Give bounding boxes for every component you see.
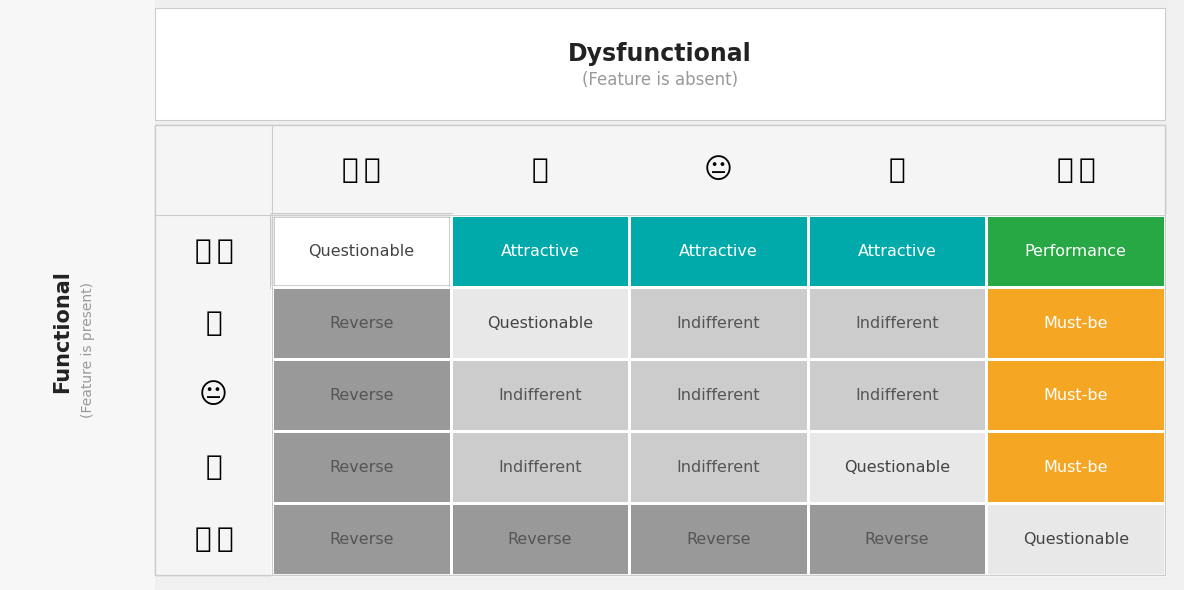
Bar (807, 359, 986, 431)
Text: 👎: 👎 (1056, 156, 1073, 184)
Text: Indifferent: Indifferent (498, 388, 581, 402)
Text: Must-be: Must-be (1043, 316, 1108, 330)
Text: 😐: 😐 (199, 381, 229, 409)
Text: 👍: 👍 (194, 237, 211, 265)
Bar (272, 287, 451, 359)
Bar (155, 8, 1165, 120)
Text: 👎: 👎 (194, 525, 211, 553)
Text: Reverse: Reverse (329, 388, 393, 402)
Bar (629, 359, 807, 431)
Bar (807, 287, 986, 359)
Text: Indifferent: Indifferent (855, 316, 939, 330)
Bar (272, 125, 1165, 215)
Text: Reverse: Reverse (864, 532, 929, 546)
Bar (807, 215, 986, 287)
Text: Indifferent: Indifferent (677, 388, 760, 402)
Text: 👎: 👎 (1079, 156, 1095, 184)
Bar (986, 287, 1165, 359)
Bar (451, 431, 629, 503)
Text: Indifferent: Indifferent (855, 388, 939, 402)
Text: 👍: 👍 (205, 309, 221, 337)
Text: Indifferent: Indifferent (677, 316, 760, 330)
Bar (451, 287, 629, 359)
Bar (155, 125, 1165, 575)
Bar (629, 215, 807, 287)
Text: Questionable: Questionable (308, 244, 414, 258)
Text: Questionable: Questionable (1023, 532, 1128, 546)
Bar (986, 431, 1165, 503)
Text: Indifferent: Indifferent (677, 460, 760, 474)
Text: Reverse: Reverse (687, 532, 751, 546)
Bar (986, 215, 1165, 287)
Text: Dysfunctional: Dysfunctional (568, 42, 752, 66)
Text: 😐: 😐 (704, 156, 733, 184)
Bar (629, 431, 807, 503)
Text: 👍: 👍 (363, 156, 380, 184)
Text: Reverse: Reverse (329, 316, 393, 330)
Bar (0, 0, 155, 590)
Bar (807, 503, 986, 575)
Text: Reverse: Reverse (329, 532, 393, 546)
Bar (807, 431, 986, 503)
Bar (986, 359, 1165, 431)
Bar (155, 125, 1165, 575)
Text: 👎: 👎 (217, 525, 233, 553)
Text: 👍: 👍 (342, 156, 359, 184)
Text: Reverse: Reverse (508, 532, 572, 546)
Text: 👍: 👍 (217, 237, 233, 265)
Text: Performance: Performance (1025, 244, 1127, 258)
Text: Questionable: Questionable (487, 316, 593, 330)
Bar (629, 503, 807, 575)
Text: 👎: 👎 (889, 156, 906, 184)
Bar (629, 287, 807, 359)
Text: Attractive: Attractive (680, 244, 758, 258)
Bar (272, 359, 451, 431)
Text: Must-be: Must-be (1043, 388, 1108, 402)
Bar (155, 125, 272, 575)
Bar (272, 215, 451, 287)
Bar (451, 359, 629, 431)
Bar (272, 503, 451, 575)
Text: 👎: 👎 (205, 453, 221, 481)
Text: Questionable: Questionable (844, 460, 951, 474)
Text: (Feature is present): (Feature is present) (81, 282, 95, 418)
Text: Indifferent: Indifferent (498, 460, 581, 474)
Bar (986, 503, 1165, 575)
Text: 👍: 👍 (532, 156, 548, 184)
Text: Attractive: Attractive (857, 244, 937, 258)
Bar (451, 503, 629, 575)
Text: Functional: Functional (52, 271, 72, 394)
Text: Attractive: Attractive (501, 244, 579, 258)
Bar (272, 431, 451, 503)
Text: (Feature is absent): (Feature is absent) (583, 71, 738, 89)
Text: Must-be: Must-be (1043, 460, 1108, 474)
Bar (451, 215, 629, 287)
Text: Reverse: Reverse (329, 460, 393, 474)
